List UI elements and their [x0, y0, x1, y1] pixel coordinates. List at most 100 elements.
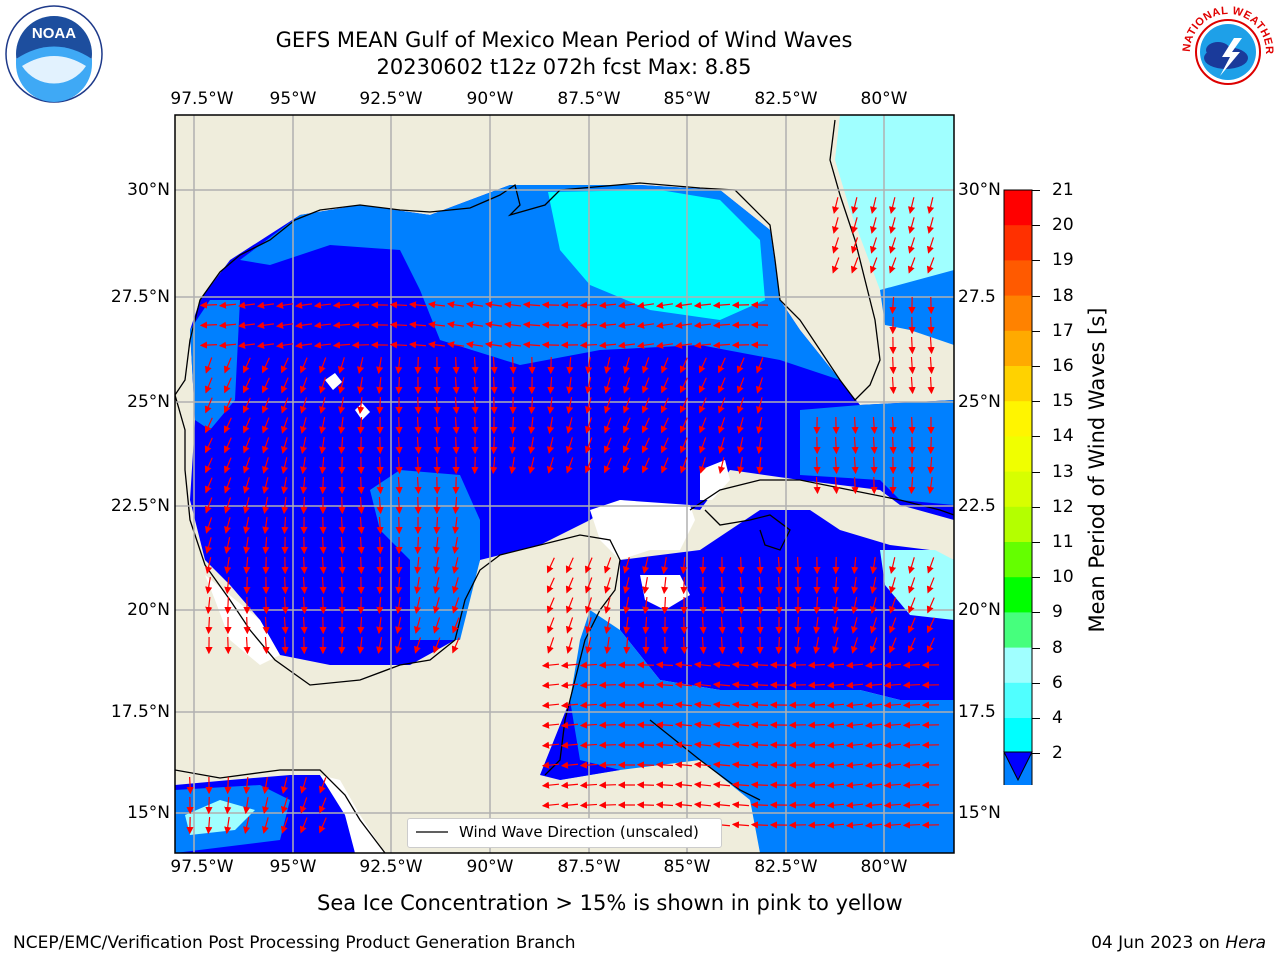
wind-arrow	[414, 536, 422, 555]
wind-arrow	[300, 616, 308, 635]
wind-arrow	[541, 301, 560, 309]
wind-arrow	[299, 777, 307, 794]
wind-arrow	[318, 377, 326, 394]
wind-arrow	[541, 341, 560, 349]
wind-arrow	[541, 741, 560, 749]
wind-arrow	[223, 377, 232, 394]
wind-arrow	[338, 556, 346, 575]
wind-arrow	[850, 257, 859, 274]
wind-arrow	[318, 357, 327, 374]
colorbar-segment	[1004, 471, 1032, 508]
wind-arrow	[357, 496, 365, 515]
wind-arrow	[660, 377, 669, 394]
wind-arrow	[332, 341, 351, 349]
wind-arrow	[395, 476, 403, 495]
wind-arrow	[813, 637, 821, 655]
lat-tick-left: 25°N	[127, 392, 170, 412]
wind-arrow	[547, 417, 555, 435]
wind-arrow	[655, 781, 674, 789]
wind-arrow	[775, 576, 783, 595]
lon-tick-top: 90°W	[466, 89, 514, 109]
noaa-logo: NOAA	[5, 5, 103, 103]
wind-arrow	[414, 396, 422, 415]
wind-arrow	[693, 761, 712, 769]
wind-arrow	[845, 801, 864, 809]
wind-arrow	[832, 456, 840, 475]
wind-arrow	[832, 576, 840, 595]
colorbar-tick: 10	[1052, 567, 1074, 588]
wind-arrow	[243, 517, 251, 535]
wind-arrow	[262, 596, 270, 615]
wind-arrow	[318, 797, 327, 814]
wind-arrow	[737, 556, 745, 575]
wind-arrow	[604, 597, 611, 614]
wind-arrow	[718, 616, 726, 635]
wind-arrow	[869, 597, 877, 614]
wind-arrow	[408, 341, 427, 349]
wind-arrow	[907, 577, 916, 594]
colorbar-tick: 14	[1052, 426, 1074, 447]
wind-arrow	[845, 741, 864, 749]
wind-arrow	[332, 301, 351, 309]
wind-arrow	[299, 797, 308, 814]
wind-arrow	[414, 556, 422, 575]
colorbar-segment	[1004, 330, 1032, 367]
wind-arrow	[299, 397, 308, 414]
wind-arrow	[712, 721, 731, 729]
wind-arrow	[927, 376, 935, 395]
wind-arrow	[218, 321, 237, 329]
wind-arrow	[869, 217, 877, 234]
wind-arrow	[300, 437, 308, 454]
wind-arrow	[262, 636, 270, 655]
wind-arrow	[712, 781, 731, 789]
wind-arrow	[223, 397, 232, 414]
wind-arrow	[338, 496, 346, 515]
wind-arrow	[261, 357, 270, 374]
lat-tick-left: 30°N	[127, 180, 170, 200]
wind-arrow	[845, 681, 864, 689]
wind-arrow	[807, 741, 826, 749]
wind-arrow	[313, 301, 332, 309]
wind-arrow	[598, 741, 617, 749]
wind-arrow	[826, 821, 845, 829]
wind-arrow	[541, 801, 560, 809]
wind-arrow	[585, 637, 593, 654]
wind-arrow	[299, 417, 307, 434]
wind-arrow	[199, 321, 218, 329]
wind-arrow	[528, 396, 536, 415]
wind-arrow	[826, 781, 845, 789]
wind-arrow	[807, 821, 826, 829]
wind-arrow	[642, 596, 650, 615]
wind-arrow	[357, 556, 365, 575]
wind-arrow	[509, 416, 517, 435]
colorbar-tick-mark	[1032, 436, 1040, 438]
wind-arrow	[299, 817, 308, 834]
wind-arrow	[869, 237, 878, 254]
wind-arrow	[636, 761, 655, 769]
wind-arrow	[261, 457, 269, 474]
wind-arrow	[889, 197, 897, 214]
wind-arrow	[243, 817, 251, 834]
wind-arrow	[699, 556, 707, 575]
wind-arrow	[433, 456, 441, 475]
wind-arrow	[584, 457, 593, 474]
colorbar-tick: 20	[1052, 215, 1074, 236]
wind-arrow	[807, 661, 826, 669]
wind-arrow	[927, 456, 935, 475]
wind-arrow	[888, 617, 897, 634]
wind-arrow	[275, 341, 293, 349]
wind-arrow	[528, 437, 536, 455]
wind-arrow	[204, 517, 213, 534]
wind-arrow	[237, 341, 256, 349]
wind-arrow	[223, 437, 232, 454]
wind-arrow	[661, 596, 669, 615]
wind-arrow	[883, 681, 902, 689]
wind-arrow	[693, 721, 712, 729]
wind-arrow	[376, 357, 384, 375]
wind-arrow	[256, 321, 275, 329]
wind-arrow	[902, 761, 921, 769]
wind-arrow	[484, 321, 503, 329]
wind-arrow	[660, 417, 669, 434]
wind-arrow	[338, 636, 346, 655]
wind-arrow	[579, 661, 598, 669]
